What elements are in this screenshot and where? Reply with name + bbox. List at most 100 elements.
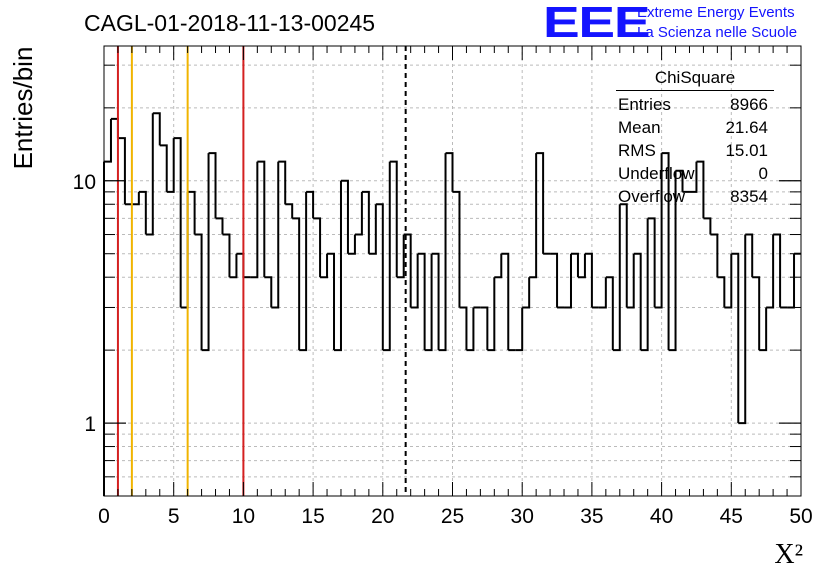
- histogram-bin: [215, 217, 224, 235]
- histogram-bin: [334, 180, 342, 352]
- histogram-bin: [110, 117, 119, 139]
- histogram-bin: [661, 152, 670, 351]
- stats-box: ChiSquare Entries 8966 Mean 21.64 RMS 15.01 Un…: [612, 66, 778, 208]
- histogram-bin: [515, 307, 524, 352]
- histogram-bin: [738, 234, 747, 425]
- histogram-bin: [250, 161, 259, 279]
- histogram-bin: [696, 160, 705, 219]
- histogram-bin: [724, 253, 733, 309]
- histogram-bin: [703, 217, 712, 235]
- histogram-bin: [292, 217, 301, 351]
- histogram-bin: [766, 234, 775, 309]
- histogram-bin: [236, 252, 245, 278]
- x-tick-label: 50: [789, 505, 812, 528]
- histogram-bin: [208, 152, 217, 219]
- histogram-bin: [117, 137, 126, 205]
- histogram-bin: [320, 253, 329, 279]
- histogram-bin: [194, 233, 203, 351]
- histogram-bin: [668, 170, 677, 352]
- histogram-bin: [584, 252, 593, 308]
- histogram-bin: [550, 252, 559, 308]
- histogram-bin: [354, 191, 363, 236]
- histogram-bin: [466, 307, 475, 352]
- histogram-bin: [787, 253, 796, 309]
- logo-line-2: La Scienza nelle Scuole: [637, 24, 798, 41]
- stat-key: RMS: [618, 141, 656, 160]
- histogram-bin: [522, 277, 531, 309]
- stat-row: RMS 15.01: [612, 139, 778, 162]
- histogram-bin: [424, 253, 433, 352]
- histogram-bin: [417, 252, 426, 351]
- stat-key: Underflow: [618, 164, 695, 183]
- stat-key: Overflow: [618, 187, 686, 206]
- histogram-bin: [159, 144, 168, 192]
- x-tick-label: 45: [720, 505, 743, 528]
- logo-line-1: Extreme Energy Events: [637, 4, 795, 21]
- histogram-bin: [710, 233, 719, 278]
- histogram-bin: [229, 253, 238, 279]
- histogram-bin: [299, 191, 308, 352]
- histogram-bin: [410, 253, 419, 309]
- histogram-bin: [536, 152, 545, 254]
- histogram-bin: [689, 161, 698, 193]
- histogram-bin: [152, 112, 161, 146]
- histogram-bin: [180, 191, 189, 309]
- histogram-bin: [494, 253, 503, 279]
- stat-value: 15.01: [725, 141, 768, 160]
- histogram-bin: [564, 253, 572, 309]
- histogram-bin: [201, 153, 210, 352]
- stat-row: Entries 8966: [612, 93, 778, 116]
- histogram-bin: [396, 234, 405, 279]
- x-tick-label: 15: [301, 505, 324, 528]
- histogram-bin: [626, 253, 635, 309]
- stat-value: 8354: [730, 187, 768, 206]
- x-tick-label: 20: [371, 505, 394, 528]
- histogram-bin: [675, 169, 684, 192]
- y-tick-label: 10: [73, 171, 96, 194]
- x-tick-label: 0: [98, 505, 110, 528]
- histogram-bin: [773, 233, 782, 308]
- histogram-bin: [633, 252, 642, 351]
- histogram-bin: [361, 190, 370, 254]
- histogram-bin: [340, 179, 349, 254]
- histogram-bin: [529, 153, 538, 279]
- histogram-bin: [138, 190, 147, 235]
- histogram-bin: [375, 203, 384, 351]
- histogram-bin: [145, 113, 154, 236]
- stat-row: Mean 21.64: [612, 116, 778, 139]
- histogram-bin: [271, 161, 280, 309]
- histogram-bin: [166, 138, 175, 193]
- histogram-bin: [445, 152, 454, 192]
- histogram-bin: [577, 253, 586, 279]
- eee-logo: EEE Extreme Energy Events La Scienza nel…: [543, 0, 833, 47]
- histogram-bin: [480, 306, 489, 351]
- x-tick-label: 10: [232, 505, 255, 528]
- histogram-bin: [619, 203, 628, 308]
- histogram-bin: [368, 204, 377, 255]
- stat-key: Entries: [618, 95, 671, 114]
- histogram-bin: [647, 217, 656, 308]
- histogram-bin: [382, 161, 391, 352]
- histogram-bin: [612, 204, 621, 352]
- stats-rows: Entries 8966 Mean 21.64 RMS 15.01 Underflow 0 Ov…: [612, 93, 778, 208]
- histogram-bin: [285, 203, 294, 219]
- histogram-bin: [431, 252, 440, 351]
- x-tick-label: 40: [650, 505, 673, 528]
- x-tick-label: 30: [511, 505, 534, 528]
- marker-lines: [116, 46, 407, 496]
- histogram-bin: [222, 233, 231, 278]
- histogram-bin: [347, 234, 356, 255]
- stat-value: 21.64: [725, 118, 768, 137]
- histogram-bin: [487, 277, 496, 352]
- histogram-bin: [654, 153, 663, 309]
- stat-row: Underflow 0: [612, 162, 778, 185]
- histogram-bin: [257, 160, 266, 278]
- histogram-bin: [306, 190, 315, 219]
- histogram-bin: [570, 252, 579, 278]
- histogram-bin: [104, 118, 112, 163]
- histogram-bin: [452, 190, 461, 308]
- y-axis-label: Entries/bin: [8, 47, 38, 170]
- histogram-bin: [640, 218, 649, 352]
- histogram-bin: [717, 276, 726, 308]
